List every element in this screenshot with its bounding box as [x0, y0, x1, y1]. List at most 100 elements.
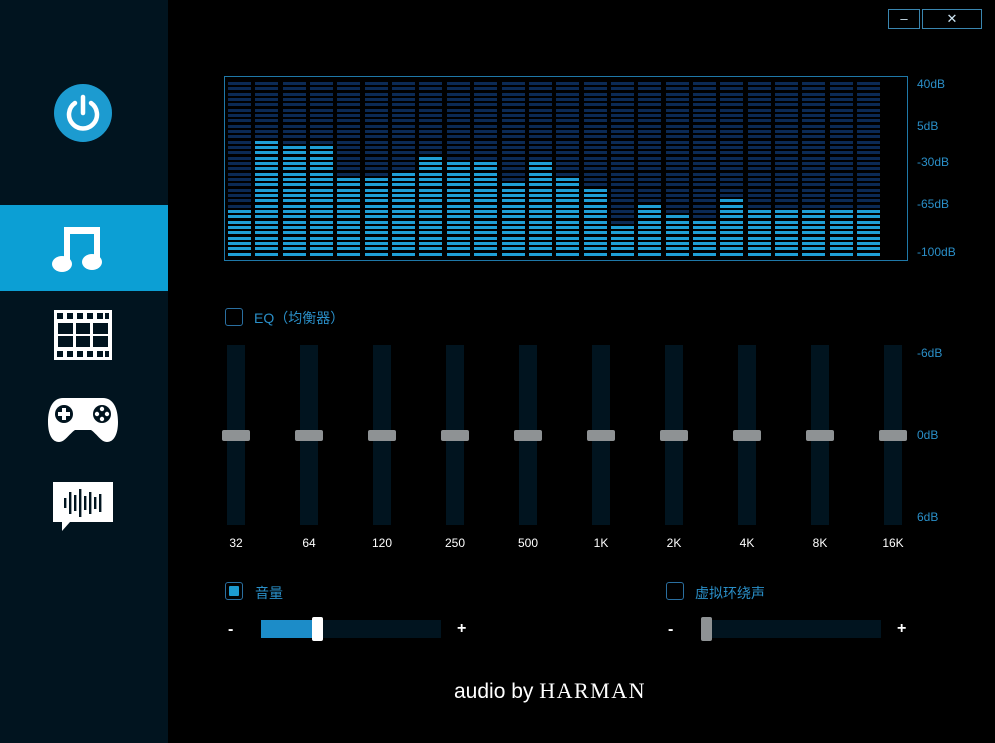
spectrum-segment — [802, 82, 826, 85]
spectrum-segment — [802, 114, 826, 117]
spectrum-segment — [282, 220, 306, 224]
spectrum-segment — [829, 98, 853, 101]
eq-slider-8K[interactable] — [806, 345, 834, 525]
spectrum-segment — [255, 188, 279, 192]
spectrum-segment — [857, 199, 881, 203]
spectrum-segment — [282, 124, 306, 128]
spectrum-segment — [255, 162, 279, 165]
eq-slider-thumb[interactable] — [514, 429, 542, 441]
spectrum-segment — [638, 178, 662, 181]
spectrum-segment — [364, 231, 388, 235]
eq-slider-250[interactable] — [441, 345, 469, 525]
spectrum-segment — [720, 119, 744, 123]
eq-slider-64[interactable] — [295, 345, 323, 525]
eq-slider-500[interactable] — [514, 345, 542, 525]
spectrum-segment — [392, 252, 416, 256]
eq-slider-thumb[interactable] — [733, 429, 761, 441]
sidebar-item-music[interactable] — [0, 205, 168, 291]
eq-slider-2K[interactable] — [660, 345, 688, 525]
spectrum-segment — [583, 130, 607, 133]
spectrum-segment — [692, 130, 716, 133]
spectrum-segment — [610, 167, 634, 171]
eq-slider-thumb[interactable] — [441, 429, 469, 441]
eq-slider-1K[interactable] — [587, 345, 615, 525]
eq-frequency-label: 2K — [666, 536, 682, 550]
spectrum-segment — [775, 172, 798, 176]
surround-checkbox[interactable] — [666, 582, 684, 600]
spectrum-segment — [747, 220, 771, 224]
spectrum-segment — [419, 188, 443, 192]
spectrum-segment — [857, 135, 881, 139]
spectrum-segment — [802, 135, 826, 139]
volume-minus[interactable]: - — [228, 621, 234, 638]
spectrum-db-label: 40dB — [917, 77, 946, 91]
spectrum-segment — [419, 92, 443, 96]
eq-slider-32[interactable] — [222, 345, 250, 525]
eq-slider-thumb[interactable] — [660, 429, 688, 441]
spectrum-segment — [419, 156, 443, 160]
eq-slider-4K[interactable] — [733, 345, 761, 525]
spectrum-segment — [556, 215, 580, 219]
spectrum-segment — [802, 108, 826, 112]
spectrum-segment — [528, 151, 552, 155]
surround-minus[interactable]: - — [668, 621, 674, 638]
spectrum-segment — [501, 226, 525, 229]
volume-checkbox[interactable] — [225, 582, 243, 600]
eq-slider-thumb[interactable] — [587, 429, 615, 441]
eq-slider-120[interactable] — [368, 345, 396, 525]
eq-frequency-label: 16K — [882, 536, 904, 550]
spectrum-bar — [775, 81, 798, 257]
volume-slider-thumb[interactable] — [311, 617, 323, 641]
sidebar-item-movie[interactable] — [0, 291, 168, 377]
spectrum-segment — [802, 130, 826, 133]
sidebar-item-game[interactable] — [0, 377, 168, 463]
spectrum-segment — [556, 167, 580, 171]
eq-frequency-label: 4K — [739, 536, 755, 550]
spectrum-segment — [255, 92, 279, 96]
eq-checkbox[interactable] — [225, 308, 243, 326]
spectrum-segment — [692, 188, 716, 192]
spectrum-segment — [829, 114, 853, 117]
spectrum-segment — [392, 140, 416, 144]
eq-slider-thumb[interactable] — [879, 429, 907, 441]
spectrum-segment — [528, 135, 552, 139]
spectrum-segment — [446, 220, 470, 224]
spectrum-segment — [829, 92, 853, 96]
spectrum-bar — [692, 81, 716, 257]
spectrum-segment — [556, 151, 580, 155]
spectrum-segment — [501, 247, 525, 251]
eq-slider-thumb[interactable] — [806, 429, 834, 441]
spectrum-segment — [556, 252, 580, 256]
power-button[interactable] — [54, 84, 112, 142]
spectrum-segment — [282, 103, 306, 107]
spectrum-segment — [228, 108, 251, 112]
spectrum-segment — [802, 199, 826, 203]
spectrum-segment — [255, 82, 279, 85]
spectrum-segment — [610, 82, 634, 85]
spectrum-segment — [775, 199, 798, 203]
eq-slider-thumb[interactable] — [222, 429, 250, 441]
spectrum-segment — [556, 114, 580, 117]
eq-slider-thumb[interactable] — [295, 429, 323, 441]
eq-slider-16K[interactable] — [879, 345, 907, 525]
spectrum-segment — [282, 199, 306, 203]
spectrum-segment — [692, 231, 716, 235]
spectrum-segment — [282, 172, 306, 176]
surround-slider-thumb[interactable] — [701, 617, 712, 641]
minimize-button[interactable]: – — [888, 9, 920, 29]
spectrum-segment — [419, 204, 443, 208]
spectrum-segment — [692, 156, 716, 160]
spectrum-segment — [392, 194, 416, 197]
spectrum-segment — [720, 231, 744, 235]
eq-slider-thumb[interactable] — [368, 429, 396, 441]
volume-slider[interactable] — [261, 617, 441, 641]
spectrum-segment — [282, 236, 306, 240]
close-button[interactable]: ✕ — [922, 9, 982, 29]
surround-plus[interactable]: + — [897, 620, 907, 637]
spectrum-segment — [829, 151, 853, 155]
spectrum-segment — [610, 162, 634, 165]
spectrum-segment — [665, 167, 689, 171]
sidebar-item-voice[interactable] — [0, 463, 168, 549]
surround-slider[interactable] — [701, 617, 881, 641]
volume-plus[interactable]: + — [457, 620, 467, 637]
